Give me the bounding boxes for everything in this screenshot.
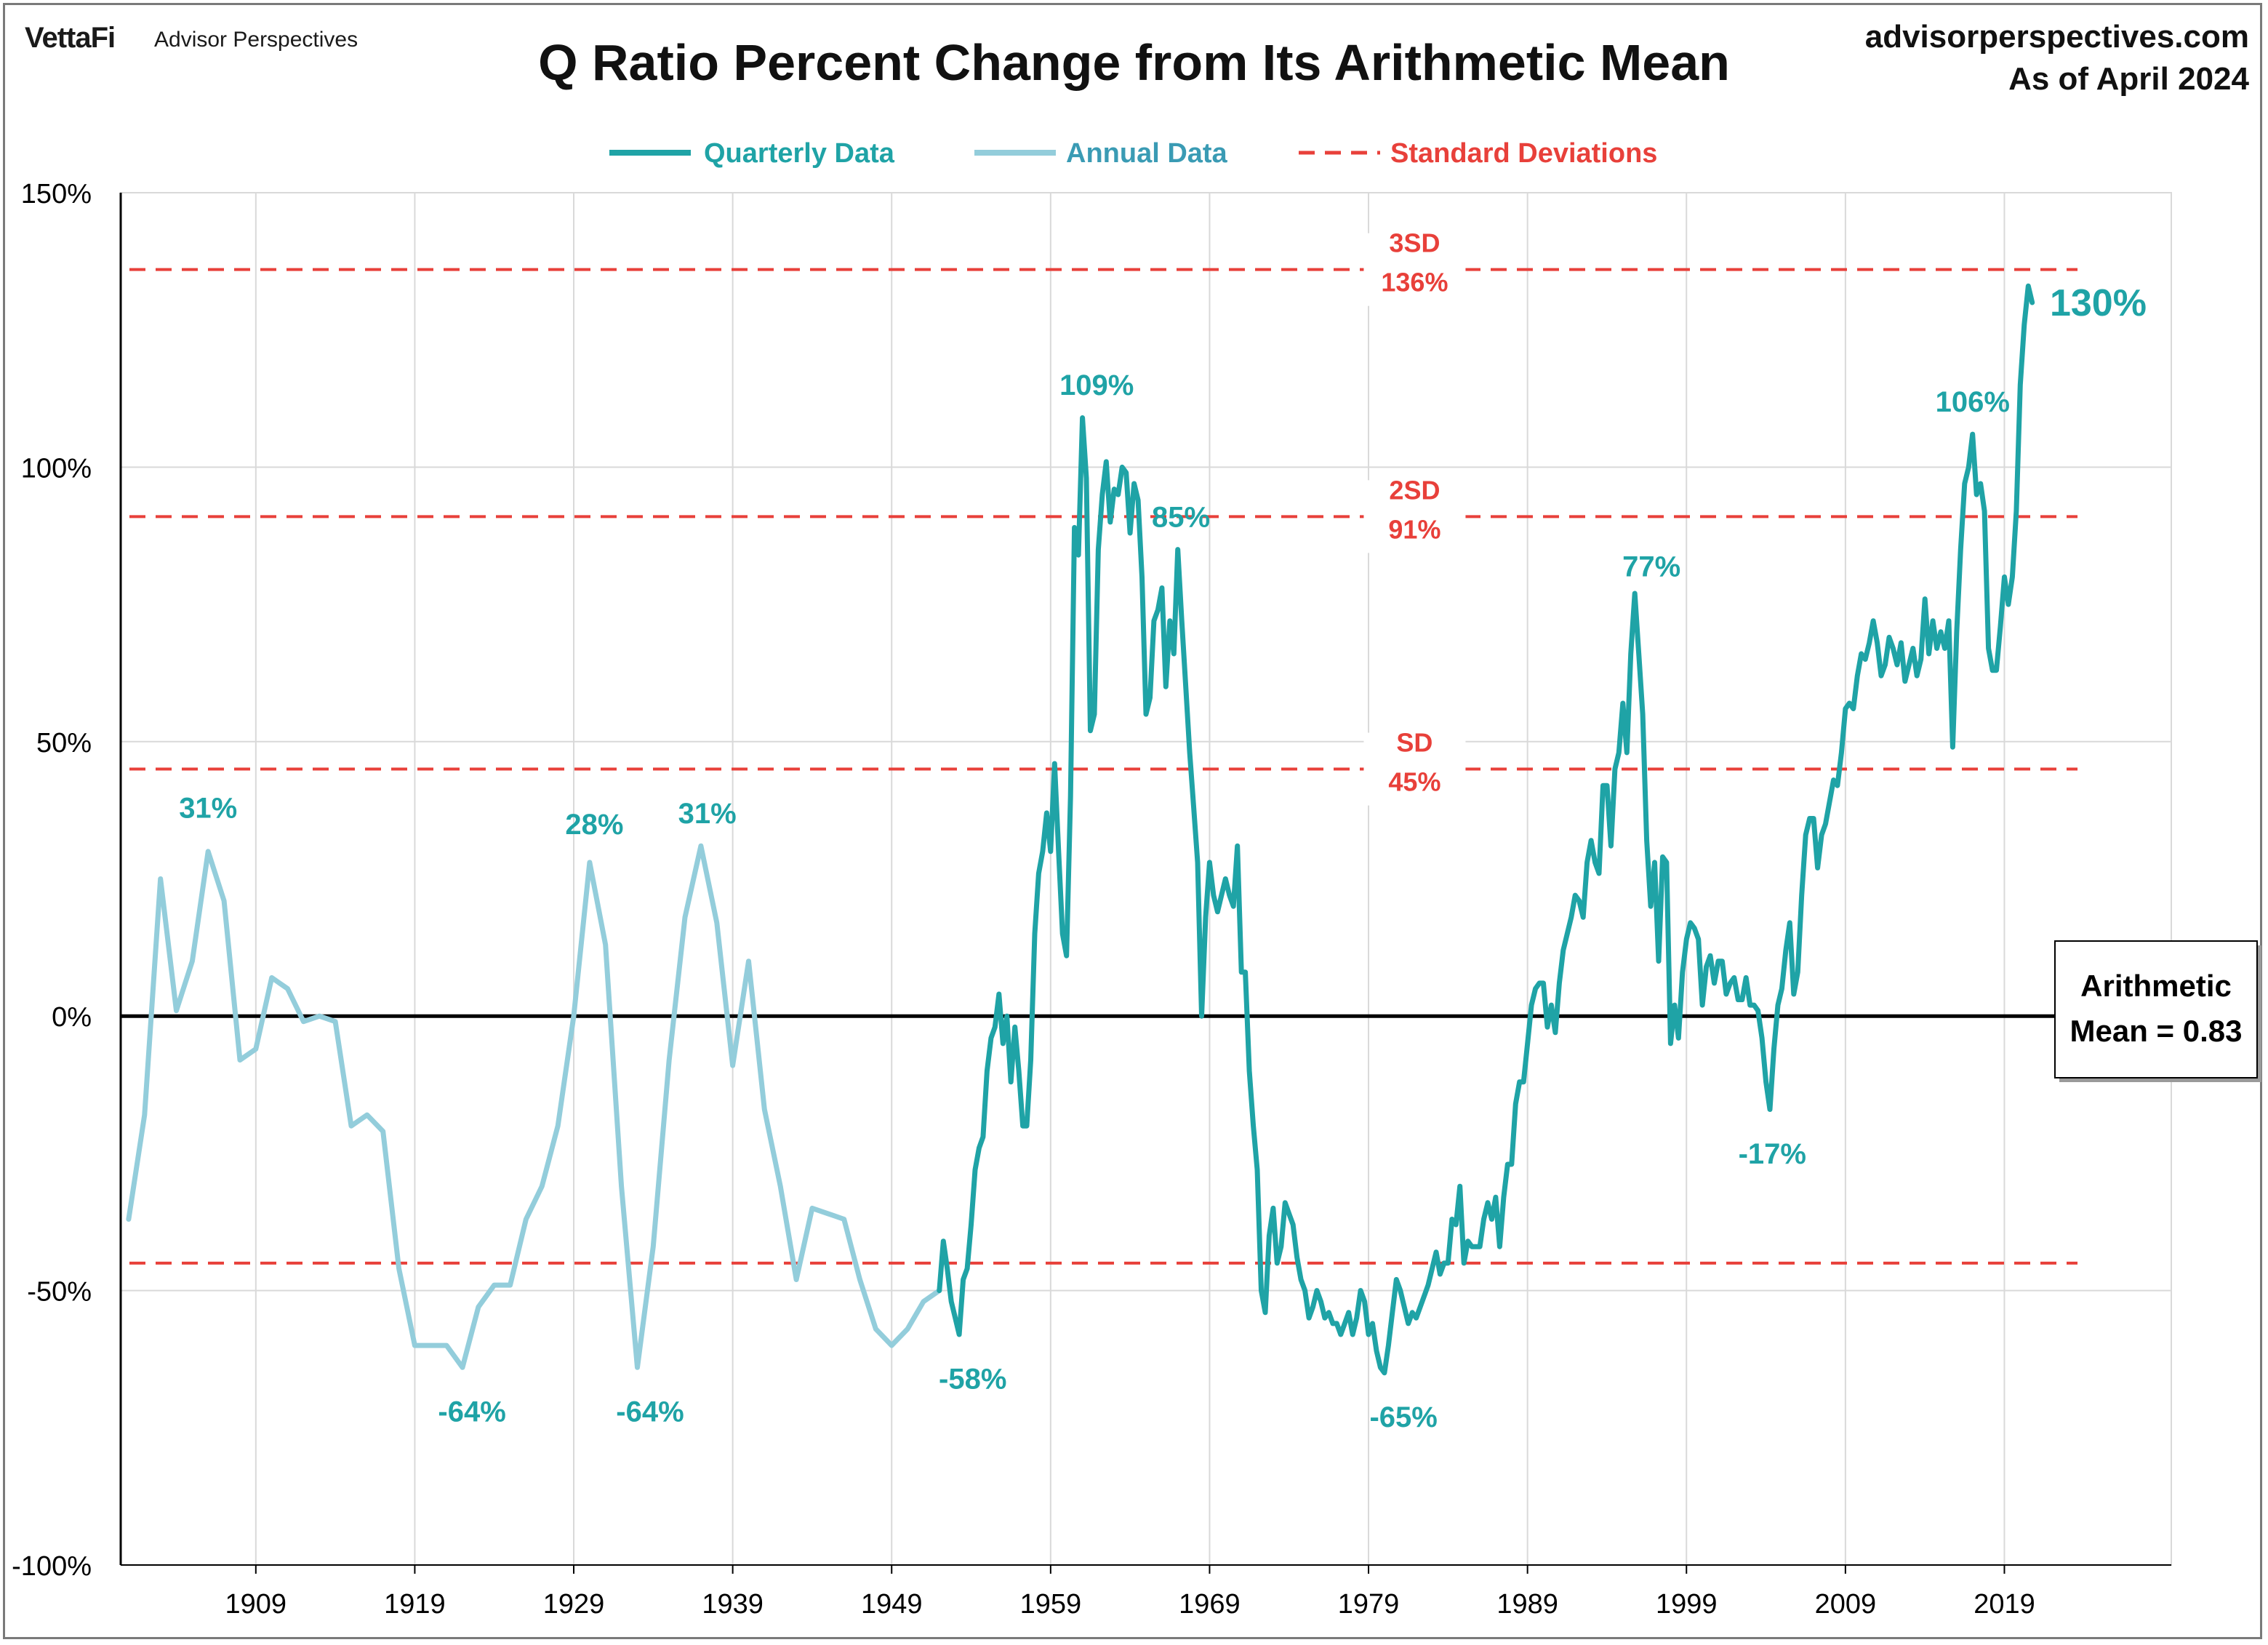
y-tick-label: 100% xyxy=(21,453,92,484)
data-annotation: 130% xyxy=(2050,282,2147,324)
x-tick-label: 1919 xyxy=(384,1589,446,1620)
annual-data-line xyxy=(126,843,942,1370)
x-tick-label: 1999 xyxy=(1656,1589,1718,1620)
y-tick-label: -50% xyxy=(27,1277,92,1308)
x-tick-label: 1969 xyxy=(1179,1589,1241,1620)
y-tick-label: 50% xyxy=(36,728,92,759)
x-tick-label: 2019 xyxy=(1974,1589,2035,1620)
data-annotation: -65% xyxy=(1369,1401,1437,1433)
std-dev-label-bg xyxy=(1363,480,1466,553)
x-tick-label: 1989 xyxy=(1496,1589,1558,1620)
data-annotation: -64% xyxy=(616,1396,684,1428)
data-annotation: -64% xyxy=(438,1396,505,1428)
x-tick-label: 1959 xyxy=(1020,1589,1082,1620)
callout-text: Arithmetic xyxy=(2080,969,2232,1003)
data-annotation: 106% xyxy=(1936,386,2010,418)
y-tick-label: -100% xyxy=(12,1551,92,1582)
legend-label: Quarterly Data xyxy=(704,138,895,169)
legend-label: Standard Deviations xyxy=(1390,138,1657,169)
std-dev-label: SD xyxy=(1396,728,1432,758)
data-annotation: 31% xyxy=(678,798,737,830)
x-tick-label: 1929 xyxy=(543,1589,605,1620)
brand-name: Advisor Perspectives xyxy=(154,28,358,52)
data-annotation: 31% xyxy=(179,792,237,824)
std-dev-label: 3SD xyxy=(1389,228,1440,258)
std-dev-label: 2SD xyxy=(1389,475,1440,505)
x-tick-label: 1949 xyxy=(861,1589,923,1620)
x-tick-label: 2009 xyxy=(1815,1589,1877,1620)
grid-layer xyxy=(120,192,2172,1566)
legend: Quarterly Data Annual Data Standard Deviat… xyxy=(609,138,1657,169)
x-tick-label: 1979 xyxy=(1338,1589,1400,1620)
series-layer xyxy=(126,283,2035,1376)
vettafi-logo: VettaFi xyxy=(25,22,116,54)
axes: 150% 100% 50% 0% -50% -100% 1909 1919 1929 1939 19… xyxy=(12,179,2171,1620)
std-deviation-lines: 3SD 136% 2SD 91% SD 45% xyxy=(129,228,2078,1265)
chart-title: Q Ratio Percent Change from Its Arithmet… xyxy=(538,34,1730,91)
plot-area xyxy=(120,192,2172,1566)
y-tick-label: 150% xyxy=(21,179,92,209)
mean-callout: Arithmetic Mean = 0.83 xyxy=(2054,940,2261,1082)
x-tick-label: 1909 xyxy=(225,1589,287,1620)
data-annotation: -17% xyxy=(1739,1138,1806,1170)
data-annotation: 77% xyxy=(1622,551,1680,583)
chart-frame xyxy=(3,3,2262,1639)
std-dev-label-bg xyxy=(1363,233,1466,306)
x-tick-label: 1939 xyxy=(702,1589,764,1620)
callout-text: Mean = 0.83 xyxy=(2070,1014,2243,1048)
quarterly-data-line xyxy=(937,283,2035,1376)
data-annotation: -58% xyxy=(939,1363,1006,1395)
std-dev-label: 91% xyxy=(1388,514,1440,544)
data-annotation: 28% xyxy=(565,809,623,841)
as-of-date: As of April 2024 xyxy=(2008,61,2249,97)
source-block: advisorperspectives.com As of April 2024 xyxy=(1865,16,2249,100)
data-annotation: 85% xyxy=(1152,501,1210,533)
y-tick-label: 0% xyxy=(52,1002,92,1033)
std-dev-label: 45% xyxy=(1388,767,1440,797)
legend-label: Annual Data xyxy=(1066,138,1228,169)
callout-box xyxy=(2054,940,2258,1078)
std-dev-label-bg xyxy=(1363,732,1466,806)
std-dev-label: 136% xyxy=(1381,268,1448,297)
annotations: 31% -64% 28% -64% 31% -58% 109% 85% -65% 77% -17% 1… xyxy=(179,282,2147,1433)
data-annotation: 109% xyxy=(1059,369,1134,401)
website-label: advisorperspectives.com xyxy=(1864,19,2249,55)
